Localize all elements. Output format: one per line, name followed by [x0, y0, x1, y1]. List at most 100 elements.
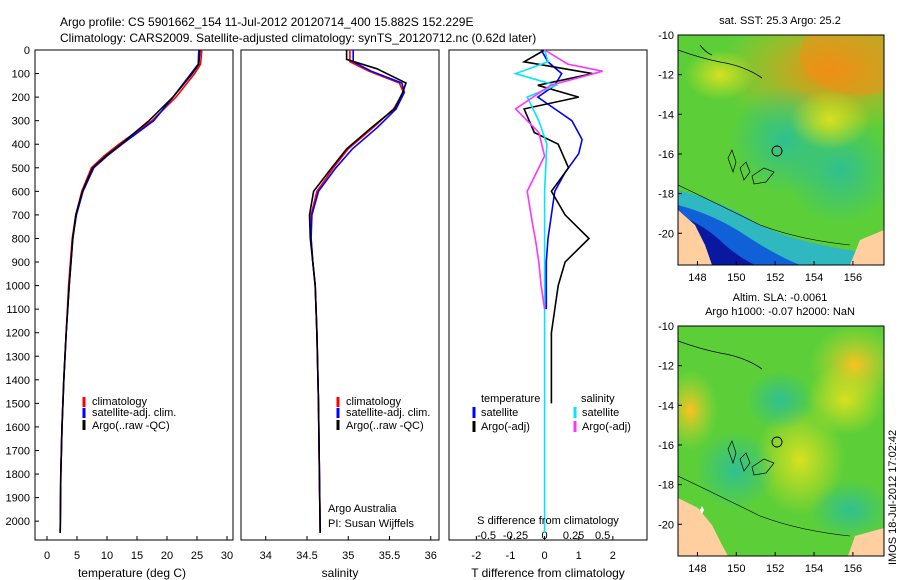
series-salinity-argo-adj-	[514, 49, 603, 310]
sla-map-lon-tick-label: 156	[844, 563, 862, 575]
sst-map-lat-tick-label: -14	[658, 109, 674, 121]
legend-label-climatology: climatology	[346, 396, 402, 408]
sst-map-lat-tick-label: -10	[658, 30, 674, 42]
s-difference-tick-label: 0	[542, 530, 548, 542]
s-difference-tick-label: -0.25	[503, 530, 528, 542]
legend-label-argo: Argo(..raw -QC)	[346, 420, 424, 432]
temperature-x-axis: 0 5 10 15 20 25 30	[44, 536, 233, 562]
salinity-tick-label: 35.5	[379, 550, 400, 562]
series-temperature-satellite	[536, 49, 583, 310]
temperature-tick-label: 5	[74, 550, 80, 562]
depth-tick-label: 700	[12, 210, 30, 222]
difference-axes-frame	[448, 49, 648, 541]
sla-map-lon-tick-label: 152	[766, 563, 784, 575]
sst-map-lon-tick-label: 152	[766, 272, 784, 284]
salinity-x-axis: 34 34.5 35 35.5 36	[260, 536, 437, 562]
salinity-tick-label: 34	[260, 550, 272, 562]
sst-map-image	[678, 35, 884, 265]
depth-tick-label: 600	[12, 186, 30, 198]
s-difference-tick-label: 0.25	[563, 530, 584, 542]
depth-tick-label: 1700	[6, 445, 30, 457]
depth-axis: 0 100 200 300 400 500 600 700 800 900 1000 1100 1200…	[6, 45, 39, 528]
temperature-tick-label: 10	[101, 550, 113, 562]
depth-tick-label: 2000	[6, 516, 30, 528]
sla-map-axes: 148 150 152 154 156 -10 -12 -14 -16 -18 -20	[658, 321, 862, 575]
depth-tick-label: 300	[12, 116, 30, 128]
sla-map-lon-tick-label: 154	[805, 563, 823, 575]
depth-tick-label: 500	[12, 163, 30, 175]
sla-map-lat-tick-label: -16	[658, 440, 674, 452]
t-difference-tick-label: 2	[610, 550, 616, 562]
legend-label-t-satellite: satellite	[481, 407, 518, 419]
series-satellite-adj-clim-	[59, 49, 200, 533]
salinity-tick-label: 36	[425, 550, 437, 562]
temperature-series	[59, 49, 203, 533]
series-argo-raw-qc-	[308, 50, 407, 533]
t-difference-xlabel: T difference from climatology	[471, 566, 625, 580]
depth-tick-label: 100	[12, 69, 30, 81]
sst-map-title: sat. SST: 25.3 Argo: 25.2	[719, 15, 841, 27]
depth-tick-label: 1600	[6, 422, 30, 434]
legend-label-t-argo: Argo(-adj)	[481, 421, 530, 433]
sla-map-lat-tick-label: -18	[658, 480, 674, 492]
t-difference-tick-label: -1	[506, 550, 516, 562]
salinity-axes-frame	[240, 49, 440, 541]
depth-tick-label: 900	[12, 257, 30, 269]
depth-tick-label: 1200	[6, 328, 30, 340]
temperature-panel: 0 100 200 300 400 500 600 700 800 900 1000 1100 1200…	[6, 45, 234, 580]
difference-series	[513, 49, 603, 533]
sla-map-lon-tick-label: 148	[688, 563, 706, 575]
series-climatology	[310, 50, 405, 533]
depth-tick-label: 1000	[6, 281, 30, 293]
legend-label-argo: Argo(..raw -QC)	[92, 420, 170, 432]
salinity-tick-label: 35	[342, 550, 354, 562]
depth-tick-label: 400	[12, 139, 30, 151]
sla-map-lat-tick-label: -20	[658, 519, 674, 531]
sst-map-lon-tick-label: 148	[688, 272, 706, 284]
sst-map-frame	[677, 34, 885, 266]
sst-map-lon-tick-label: 154	[805, 272, 823, 284]
sla-map-frame	[677, 325, 885, 557]
series-temperature-argo-adj-	[521, 49, 593, 404]
legend-label-s-satellite: satellite	[582, 407, 619, 419]
title-line-1: Argo profile: CS 5901662_154 11-Jul-2012…	[60, 15, 473, 29]
temperature-legend: climatology satellite-adj. clim. Argo(..…	[82, 396, 176, 432]
sst-map-axes: 148 150 152 154 156 -10 -12 -14 -16 -18 -20	[658, 30, 862, 284]
sla-map-lat-tick-label: -14	[658, 400, 674, 412]
sst-map-lon-tick-label: 156	[844, 272, 862, 284]
depth-tick-label: 200	[12, 92, 30, 104]
sla-map-lat-tick-label: -10	[658, 321, 674, 333]
depth-tick-label: 0	[24, 45, 30, 57]
sla-map-lat-tick-label: -12	[658, 361, 674, 373]
t-difference-tick-label: -2	[471, 550, 481, 562]
depth-tick-label: 1100	[6, 304, 30, 316]
difference-panel: -2 -1 0 1 2 -0.5 -0.25 0 0.25 0.5 T difference fr…	[448, 49, 648, 580]
depth-tick-label: 1900	[6, 493, 30, 505]
sst-map-panel: sat. SST: 25.3 Argo: 25.2 148 150 152 154 15…	[658, 15, 885, 284]
temperature-tick-label: 25	[191, 550, 203, 562]
sst-map-lon-tick-label: 150	[727, 272, 745, 284]
temperature-tick-label: 20	[161, 550, 173, 562]
difference-legend: temperature salinity satellite Argo(-adj…	[472, 393, 631, 433]
legend-label-climatology: climatology	[92, 396, 148, 408]
legend-label-satellite: satellite-adj. clim.	[346, 407, 430, 419]
series-climatology	[59, 49, 203, 533]
t-difference-tick-label: 1	[576, 550, 582, 562]
salinity-legend: climatology satellite-adj. clim. Argo(..…	[336, 396, 430, 432]
sla-map-image	[678, 326, 884, 556]
pi-annotation-line-2: PI: Susan Wijffels	[328, 518, 414, 530]
temperature-xlabel: temperature (deg C)	[78, 566, 186, 580]
salinity-tick-label: 34.5	[296, 550, 317, 562]
temperature-tick-label: 30	[221, 550, 233, 562]
sla-map-panel: Altim. SLA: -0.0061 Argo h1000: -0.07 h2…	[658, 292, 885, 575]
salinity-panel: 34 34.5 35 35.5 36 salinity climatology sate…	[240, 49, 440, 580]
depth-tick-label: 1300	[6, 351, 30, 363]
legend-label-satellite: satellite-adj. clim.	[92, 407, 176, 419]
t-difference-tick-label: 0	[542, 550, 548, 562]
salinity-series	[308, 50, 407, 533]
sst-map-lat-tick-label: -18	[658, 189, 674, 201]
depth-tick-label: 800	[12, 233, 30, 245]
sla-map-subtitle: Argo h1000: -0.07 h2000: NaN	[705, 306, 855, 318]
title-line-2: Climatology: CARS2009. Satellite-adjuste…	[60, 31, 536, 45]
